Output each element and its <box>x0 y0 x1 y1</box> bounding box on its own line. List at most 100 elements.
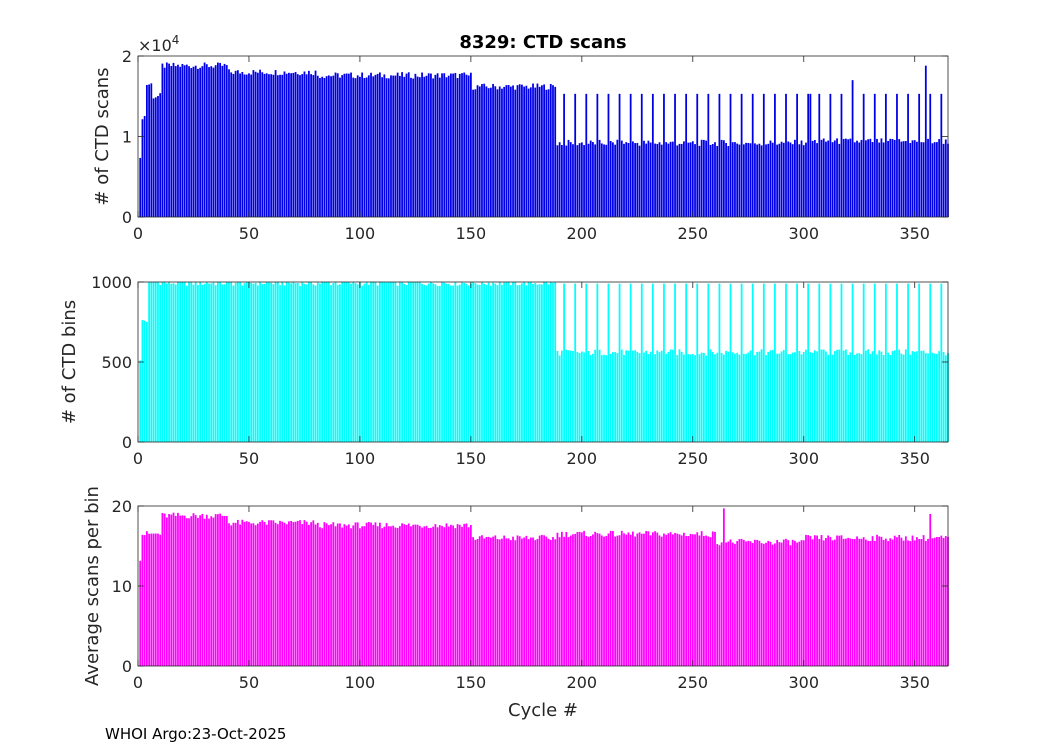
bar <box>942 537 945 666</box>
bar <box>163 513 166 666</box>
bar <box>361 285 364 442</box>
bar <box>157 282 159 442</box>
y-axis-label: # of CTD bins <box>59 300 80 424</box>
bar <box>656 143 659 217</box>
bar <box>188 66 190 218</box>
x-tick-label: 50 <box>239 224 259 243</box>
bar <box>796 283 798 442</box>
bar <box>882 539 885 666</box>
bar <box>487 536 490 666</box>
x-tick-label: 0 <box>133 673 143 692</box>
bar <box>758 540 761 666</box>
bar <box>756 351 759 442</box>
bar <box>838 349 841 442</box>
bar <box>727 541 730 666</box>
bar <box>882 142 885 217</box>
bar <box>620 140 623 217</box>
bar <box>185 64 188 218</box>
bar <box>634 143 636 217</box>
bar <box>558 142 561 217</box>
bar <box>263 521 266 666</box>
bar <box>367 522 370 666</box>
bar <box>518 284 521 442</box>
bar <box>549 282 552 442</box>
bar <box>261 284 264 442</box>
bar <box>727 146 730 217</box>
bar <box>141 534 144 666</box>
bar <box>521 283 523 442</box>
bar <box>452 525 455 666</box>
bar <box>458 284 461 442</box>
bar <box>236 519 239 666</box>
bar <box>884 93 887 217</box>
bar <box>918 539 921 666</box>
bar <box>334 72 337 217</box>
bar <box>192 513 195 666</box>
bar <box>212 282 215 442</box>
bar <box>838 143 841 217</box>
bar <box>478 86 481 217</box>
bar <box>940 535 943 666</box>
bar <box>374 74 377 217</box>
bar <box>534 87 537 217</box>
bar <box>558 355 561 442</box>
bar <box>367 75 370 217</box>
bar <box>922 142 925 217</box>
bar <box>372 76 375 217</box>
bar <box>443 527 446 666</box>
bar <box>916 351 918 442</box>
bar <box>523 86 526 217</box>
bar <box>565 145 568 217</box>
bar <box>472 282 474 442</box>
bar <box>703 352 705 442</box>
bar <box>765 542 767 666</box>
bar <box>445 283 448 442</box>
bar <box>396 527 399 666</box>
bar <box>168 282 170 442</box>
bar <box>501 88 503 217</box>
bar <box>871 536 874 666</box>
bar <box>747 142 750 217</box>
bar <box>536 284 539 442</box>
bar <box>904 141 907 217</box>
bar <box>778 353 781 442</box>
bar <box>787 141 790 217</box>
bar <box>696 93 699 217</box>
bar <box>711 144 714 217</box>
bar <box>403 283 406 442</box>
bar <box>831 142 834 217</box>
chart-panel-3: 0 50 100 150 200 250 300 350 0 10 20 Average scans … <box>82 486 949 721</box>
bar <box>461 282 463 442</box>
bar <box>492 536 494 666</box>
bar <box>241 519 244 666</box>
bar <box>762 543 765 666</box>
bar <box>514 540 517 666</box>
bar <box>703 535 705 666</box>
y-tick-label: 0 <box>122 657 132 676</box>
bar <box>809 93 812 217</box>
bar <box>758 351 761 442</box>
bar <box>738 144 741 217</box>
bar <box>241 285 244 442</box>
bar <box>285 73 288 217</box>
bar <box>720 139 723 217</box>
bar <box>878 350 881 442</box>
bar <box>678 349 681 442</box>
bar <box>165 283 168 442</box>
bar <box>181 515 184 666</box>
bar <box>627 350 630 442</box>
bar <box>860 538 863 666</box>
bar <box>430 73 432 217</box>
bar <box>896 537 898 666</box>
bar <box>392 525 395 666</box>
bar <box>836 349 838 442</box>
bar <box>197 517 199 666</box>
bar <box>201 513 204 666</box>
bar <box>450 285 452 442</box>
bar <box>853 142 856 217</box>
bar <box>942 352 945 442</box>
bar <box>833 351 836 442</box>
bar <box>683 354 685 442</box>
bar <box>514 282 517 442</box>
bar <box>188 518 190 666</box>
